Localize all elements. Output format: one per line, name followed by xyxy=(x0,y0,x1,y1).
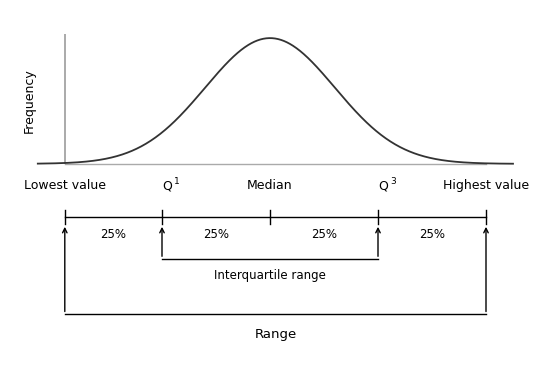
Text: 25%: 25% xyxy=(203,228,229,241)
Text: 25%: 25% xyxy=(311,228,337,241)
Text: Highest value: Highest value xyxy=(443,179,529,192)
Text: Q: Q xyxy=(378,179,388,192)
Text: 25%: 25% xyxy=(100,228,126,241)
Text: 25%: 25% xyxy=(419,228,445,241)
Text: Lowest value: Lowest value xyxy=(24,179,106,192)
Text: 1: 1 xyxy=(174,177,180,186)
Text: Median: Median xyxy=(247,179,293,192)
Text: 3: 3 xyxy=(390,177,396,186)
Text: Interquartile range: Interquartile range xyxy=(214,269,326,282)
Text: Range: Range xyxy=(254,328,296,341)
Text: Frequency: Frequency xyxy=(23,69,36,133)
Text: Q: Q xyxy=(162,179,172,192)
